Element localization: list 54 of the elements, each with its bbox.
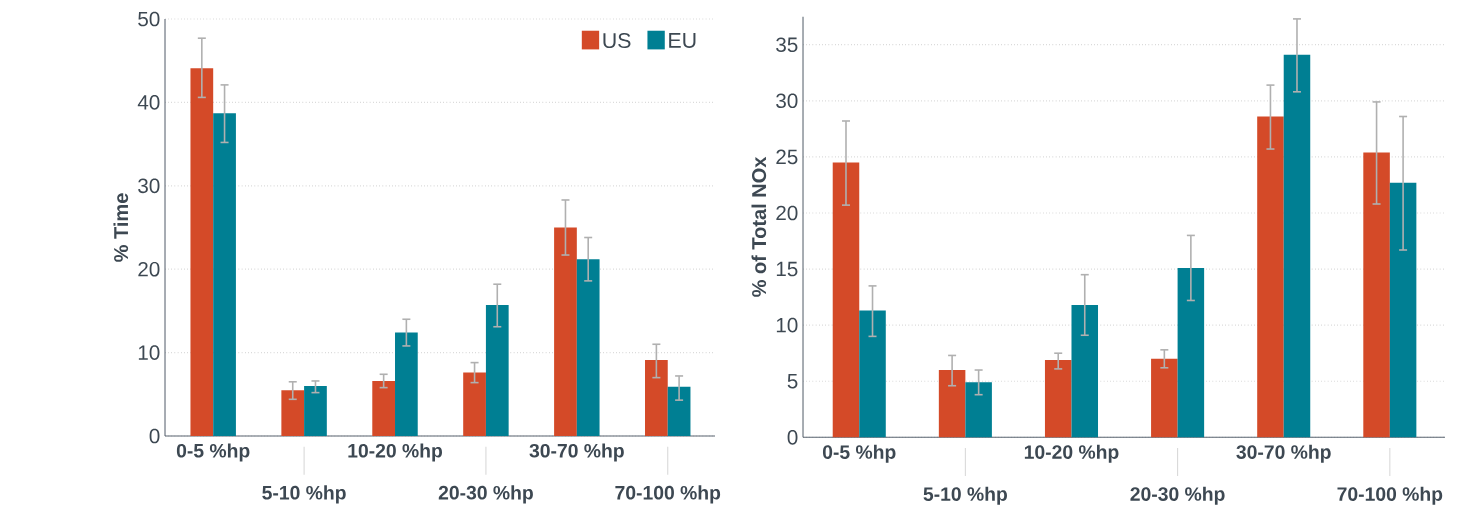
y-tick-label: 35 — [776, 37, 798, 53]
x-tick-label: 30-70 %hp — [1236, 444, 1331, 463]
bar — [1177, 267, 1205, 438]
bar — [372, 380, 396, 436]
x-tick-label: 5-10 %hp — [923, 486, 1007, 505]
legend-label: EU — [669, 33, 696, 48]
legend-label: US — [603, 32, 631, 49]
bar — [554, 227, 577, 436]
bar — [281, 390, 305, 436]
bar — [645, 360, 668, 436]
bar — [667, 386, 691, 436]
x-tick-label: 10-20 %hp — [348, 443, 443, 462]
y-tick-label: 30 — [138, 178, 160, 194]
bar — [965, 382, 992, 438]
bar — [1283, 54, 1311, 438]
x-tick-label: 0-5 %hp — [176, 443, 250, 462]
bar — [304, 385, 327, 436]
x-tick-label: 70-100 %hp — [1337, 486, 1443, 505]
y-tick-label: 5 — [787, 374, 798, 389]
y-axis-title: % of Total NOx — [751, 156, 767, 297]
bar — [832, 162, 860, 438]
y-tick-label: 0 — [149, 428, 160, 444]
bar — [463, 372, 486, 436]
y-tick-label: 10 — [776, 317, 798, 333]
x-tick-label: 20-30 %hp — [438, 485, 533, 504]
y-axis-title: % Time — [113, 193, 129, 262]
y-tick-label: 20 — [776, 205, 798, 221]
bar — [485, 305, 509, 436]
x-tick-label: 5-10 %hp — [262, 485, 346, 504]
x-tick-label: 20-30 %hp — [1130, 486, 1225, 505]
bar — [938, 370, 966, 438]
y-tick-label: 50 — [138, 11, 160, 27]
y-tick-label: 10 — [138, 345, 160, 360]
bar — [1044, 359, 1072, 438]
bar — [576, 259, 600, 436]
bar — [1363, 152, 1390, 438]
x-tick-label: 0-5 %hp — [822, 444, 896, 463]
bar — [859, 310, 886, 438]
bar — [1071, 304, 1099, 438]
x-tick-label: 70-100 %hp — [615, 485, 721, 504]
bar — [395, 332, 418, 436]
y-tick-label: 40 — [137, 95, 160, 110]
y-tick-label: 20 — [138, 261, 160, 277]
bar — [1257, 116, 1284, 438]
x-tick-label: 30-70 %hp — [529, 443, 624, 462]
bar — [1151, 358, 1178, 438]
y-tick-label: 15 — [776, 261, 798, 277]
y-tick-label: 25 — [776, 149, 798, 165]
bar — [1389, 182, 1417, 438]
y-tick-label: 0 — [787, 430, 798, 445]
y-tick-label: 30 — [776, 93, 798, 109]
bar — [190, 68, 214, 436]
x-tick-label: 10-20 %hp — [1024, 444, 1119, 463]
bar — [213, 113, 236, 436]
